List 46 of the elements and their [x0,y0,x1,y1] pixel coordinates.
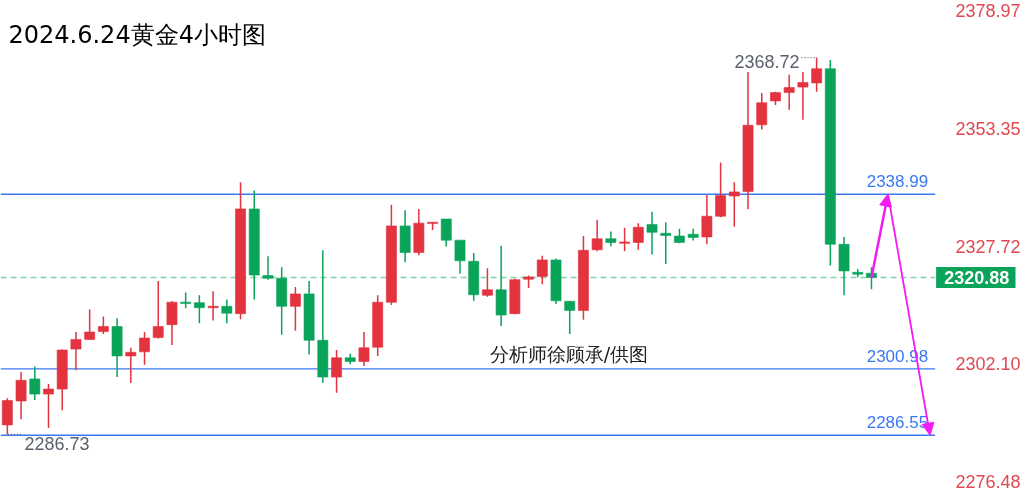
candlestick [660,221,672,265]
annotation: 分析师徐顾承/供图 [489,343,649,366]
candlestick [29,365,41,401]
annotation: 2368.72 [734,52,800,73]
y-tick-label: 2353.35 [955,118,1021,139]
chart-title: 2024.6.24黄金4小时图 [8,20,266,49]
candlestick [619,226,630,252]
candlestick [536,255,548,286]
candlestick [482,267,493,298]
y-tick-label: 2378.97 [955,1,1021,21]
candlestick [221,298,233,325]
candlestick [440,218,452,248]
candlestick [358,331,370,367]
candlestick [84,308,96,341]
candlestick [166,300,178,346]
candlestick [43,383,54,429]
candlestick [290,286,301,332]
candlestick [139,331,150,366]
candlestick [15,371,27,421]
candlestick [564,300,576,335]
y-tick-label: 2302.10 [955,354,1021,375]
ref-line-label: 2338.99 [866,172,929,192]
candlestick [454,239,466,275]
candlestick [331,349,342,394]
candlestick [152,280,164,340]
annotation: 2286.73 [24,434,90,455]
candlestick [646,210,658,256]
candlestick [632,222,644,251]
candlestick [125,346,137,384]
candlestick [715,161,726,218]
candlestick [783,73,795,111]
candlestick [591,219,603,252]
candlestick [756,92,768,131]
ref-line-label: 2320.88 [944,267,1010,288]
candlestick [207,290,219,322]
y-tick-label: 2327.72 [955,236,1021,257]
candlestick [701,193,713,246]
candlestick [797,71,809,121]
ref-line-label: 2286.55 [866,413,929,433]
candlestick [605,230,617,248]
candlestick [262,255,274,281]
candlestick [70,331,82,371]
candlestick [811,56,822,93]
candlestick [194,294,205,325]
y-tick-label: 2276.48 [955,472,1021,491]
candlestick [728,181,740,228]
